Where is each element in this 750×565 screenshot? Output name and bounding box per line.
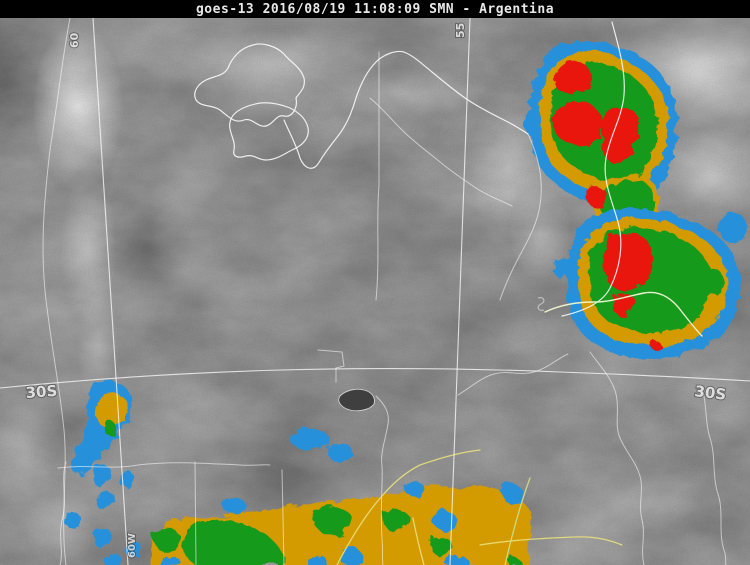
convection-cell-blue (289, 426, 327, 451)
latitude-line-30s (0, 367, 750, 389)
border-neuquen (59, 461, 67, 565)
border-yellowgreen-diagonal (504, 477, 531, 565)
border-formosa-north (283, 50, 529, 169)
convection-cell-orange (93, 391, 127, 426)
convection-cell-blue (101, 551, 121, 565)
convection-cell-green (101, 420, 117, 434)
convection-cell-blue (116, 468, 132, 486)
border-lapampa-north (57, 462, 271, 469)
label-60-top: 60 (68, 32, 81, 48)
label-30s-right: 30S (694, 382, 728, 404)
border-uruguay-river (699, 384, 727, 565)
convection-cell-blue (325, 440, 351, 461)
convection-cell-blue (93, 489, 114, 509)
border-brazil-bright (544, 291, 703, 337)
border-sanluis-vertical (194, 461, 197, 565)
border-bermejo (369, 97, 513, 207)
border-yellow-horizontal (479, 536, 623, 546)
province-borders-yellow (336, 449, 623, 565)
convection-cell-blue (61, 509, 79, 526)
coordinate-labels: 30S 30S 60 55 60W (24, 22, 728, 559)
convection-cell-blue (306, 553, 326, 565)
convection-cell-blue (402, 479, 423, 496)
convection-cell-blue (221, 494, 244, 514)
title-text: goes-13 2016/08/19 11:08:09 SMN - Argent… (195, 1, 555, 17)
label-60w-bottom: 60W (127, 533, 138, 558)
satellite-map: 30S 30S 60 55 60W (0, 18, 750, 565)
border-corrientes-north (457, 353, 569, 396)
convection-cell-blue (500, 483, 522, 503)
convection-cell-blue (717, 209, 744, 241)
convection-cell-green (312, 505, 351, 534)
convection-cell-red (550, 99, 602, 144)
convection-cell-red (553, 59, 590, 92)
border-salta-loop (194, 43, 305, 127)
convection-cell-green (694, 265, 722, 295)
convection-cell-blue (430, 508, 455, 530)
river-squiggle (537, 296, 545, 312)
convection-cell-green (150, 526, 179, 551)
border-entre-rios (589, 351, 645, 565)
convection-cell-red (584, 185, 606, 206)
border-cordoba-vertical (281, 469, 285, 565)
border-santiago-vertical (375, 51, 380, 301)
convection-cell-green (428, 535, 451, 555)
convection-overlay (61, 38, 744, 565)
map-overlay: 30S 30S 60 55 60W (0, 18, 750, 565)
border-tucuman-loop (229, 102, 309, 161)
border-cordoba-santafe (375, 395, 389, 565)
convection-cell-green (506, 555, 521, 565)
convection-cell-blue (91, 527, 112, 547)
graticule (0, 18, 750, 565)
border-misiones-river (561, 21, 625, 317)
convection-cell-red (601, 230, 651, 291)
province-borders (42, 18, 727, 565)
label-55-top: 55 (454, 23, 467, 38)
border-yellow-short (412, 517, 425, 565)
convection-cell-red (600, 104, 637, 163)
convection-cell-green (380, 508, 409, 531)
meridian-55w (449, 18, 471, 565)
border-paraguay-river (499, 133, 542, 301)
border-yellow-diagonal (336, 449, 481, 565)
convection-cell-blue (158, 554, 180, 565)
label-30s-left: 30S (25, 382, 58, 402)
convection-cell-blue (552, 256, 568, 276)
convection-cell-green (181, 518, 284, 565)
convection-cell-blue (91, 463, 111, 486)
border-cordoba-stair (317, 349, 345, 383)
meridian-60w (92, 18, 129, 565)
convection-cell-red (648, 338, 660, 350)
convection-cell-blue (123, 539, 141, 556)
title-bar: goes-13 2016/08/19 11:08:09 SMN - Argent… (0, 0, 750, 18)
lake-polygon (338, 388, 375, 412)
